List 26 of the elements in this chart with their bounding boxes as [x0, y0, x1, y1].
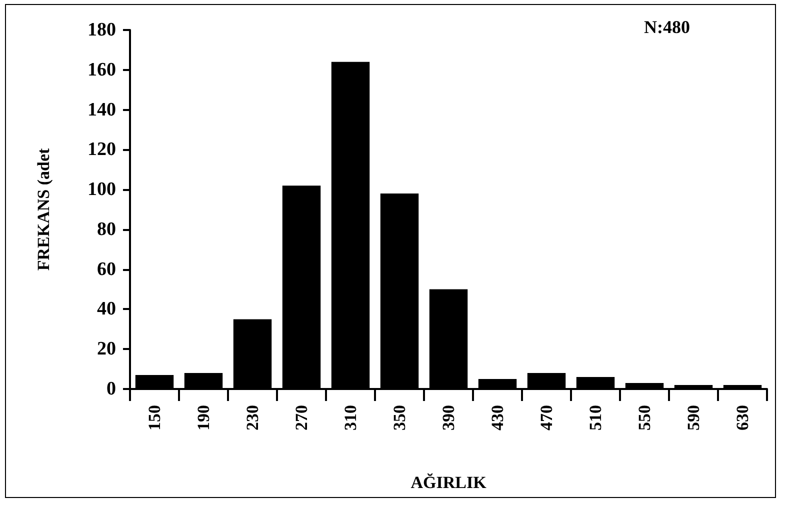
- y-tick-label: 80: [97, 218, 116, 240]
- x-tick-label: 430: [488, 405, 507, 430]
- y-tick-label: 60: [97, 258, 116, 280]
- x-tick-label: 470: [537, 405, 556, 430]
- x-tick-label: 310: [341, 405, 360, 430]
- y-tick-label: 0: [106, 378, 116, 400]
- x-tick-label: 630: [733, 405, 752, 430]
- x-tick-label: 190: [194, 405, 213, 430]
- y-tick-label: 20: [97, 338, 116, 360]
- x-axis-title: AĞIRLIK: [410, 473, 488, 492]
- y-tick-label: 180: [88, 20, 116, 40]
- annotation: N:480: [644, 17, 690, 37]
- x-tick-label: 270: [292, 405, 311, 430]
- y-tick-label: 140: [88, 99, 116, 120]
- y-tick-label: 40: [97, 298, 116, 320]
- x-tick-label: 510: [586, 405, 605, 430]
- x-tick-label: 350: [390, 405, 409, 430]
- x-tick-label: 230: [243, 405, 262, 430]
- y-axis-title: FREKANS (adet: [34, 148, 53, 271]
- y-tick-label: 120: [88, 139, 116, 160]
- x-tick-label: 390: [439, 405, 458, 430]
- y-tick-label: 100: [88, 179, 116, 200]
- x-tick-label: 150: [145, 405, 164, 430]
- y-tick-label: 160: [88, 59, 116, 80]
- x-tick-label: 550: [635, 405, 654, 430]
- x-tick-label: 590: [684, 405, 703, 430]
